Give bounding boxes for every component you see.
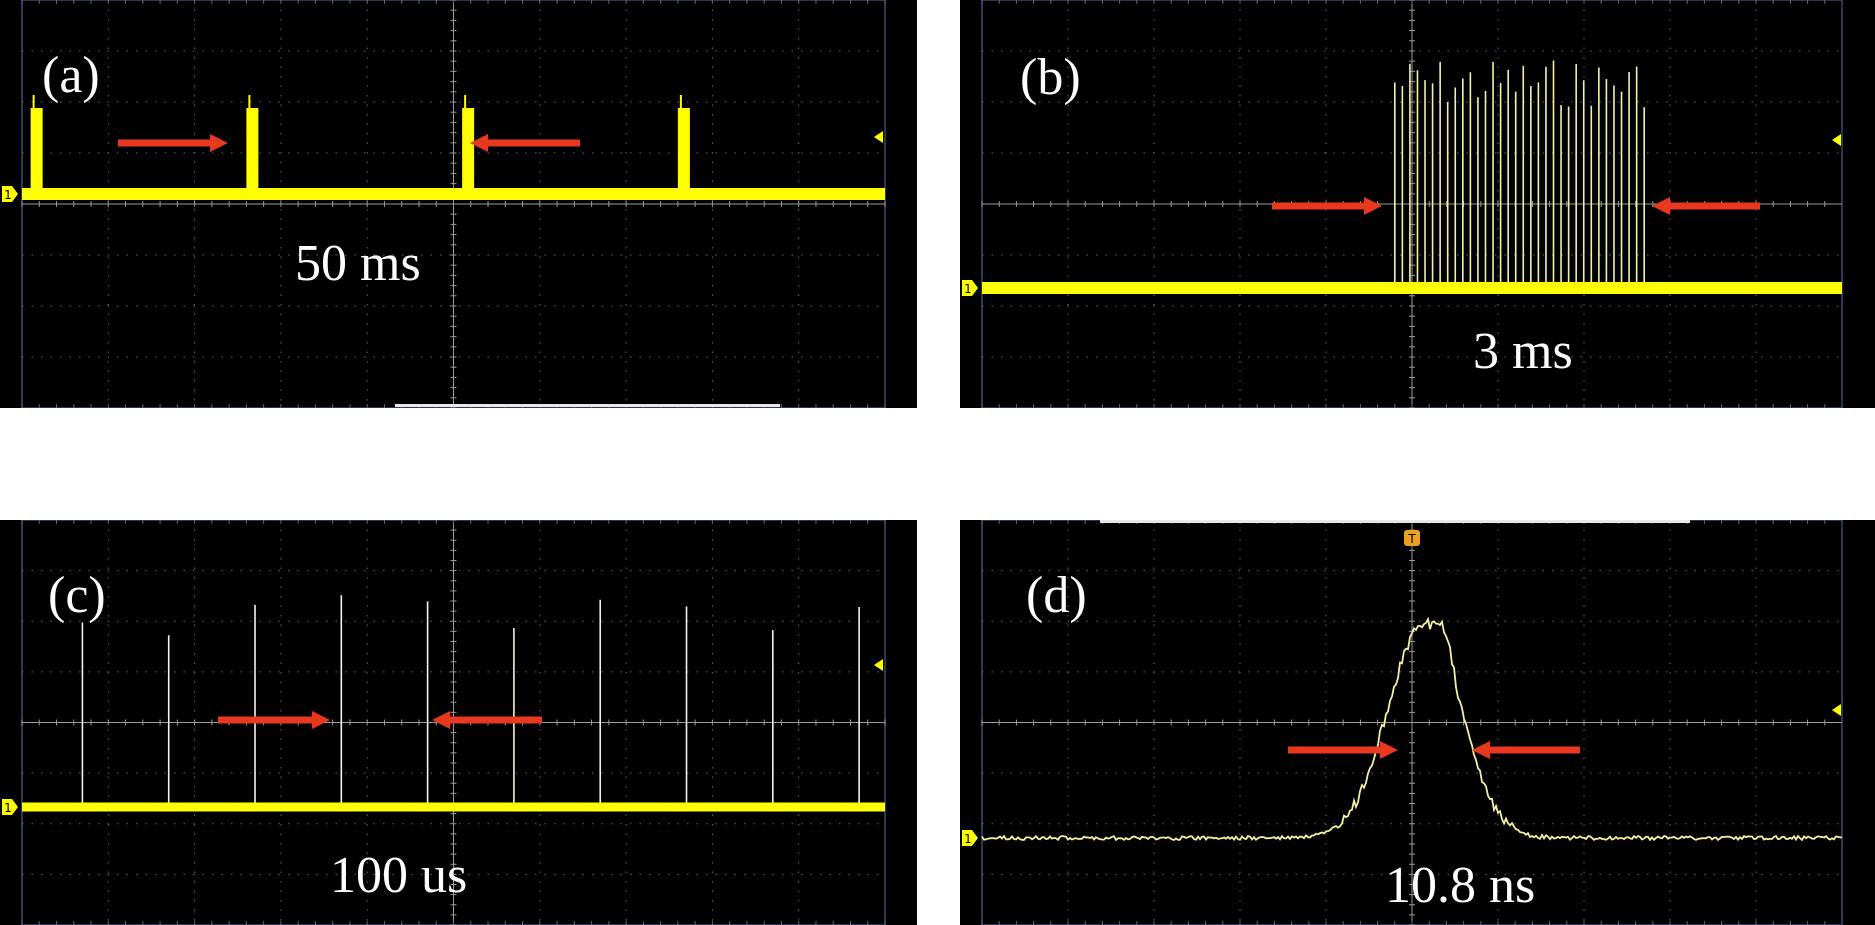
scope-panel-a: 1 (a) 50 ms xyxy=(0,0,917,408)
panel-tag-d: (d) xyxy=(1026,567,1087,624)
panel-tag-c: (c) xyxy=(48,567,106,624)
channel-1-marker-text-b: 1 xyxy=(964,282,972,296)
channel-1-marker-d xyxy=(962,830,978,846)
channel-1-marker-text-c: 1 xyxy=(4,801,12,815)
channel-1-marker-text-d: 1 xyxy=(964,832,972,846)
scope-plot-c: 1 xyxy=(2,520,886,925)
scope-panel-b: 1 (b) 3 ms xyxy=(960,0,1875,408)
marker-arrowhead-c-left xyxy=(312,711,330,729)
channel-1-marker-b xyxy=(962,280,978,296)
status-bar-a xyxy=(395,404,780,407)
scope-plot-d: 1T xyxy=(962,520,1843,925)
trace-pulse-d xyxy=(981,616,1843,842)
scale-label-b: 3 ms xyxy=(1473,323,1573,380)
scope-plot-b: 1 xyxy=(962,0,1843,408)
marker-arrowhead-a-right xyxy=(470,134,488,152)
trigger-level-marker-b xyxy=(1832,134,1841,146)
marker-arrowhead-d-left xyxy=(1380,741,1398,759)
trace-pulse-group-a xyxy=(246,108,259,194)
trigger-position-text-d: T xyxy=(1407,532,1416,546)
channel-1-marker-text-a: 1 xyxy=(4,188,12,202)
scale-label-a: 50 ms xyxy=(295,235,421,292)
trigger-level-marker-a xyxy=(874,131,883,143)
marker-arrowhead-c-right xyxy=(432,711,450,729)
scale-label-d: 10.8 ns xyxy=(1385,857,1536,914)
marker-arrowhead-d-right xyxy=(1472,741,1490,759)
scale-label-c: 100 us xyxy=(330,847,468,904)
trigger-level-marker-c xyxy=(874,659,883,671)
channel-1-marker-a xyxy=(2,186,18,202)
status-bar-d xyxy=(1100,520,1690,523)
trace-pulse-group-a xyxy=(462,108,475,194)
trigger-level-marker-d xyxy=(1832,704,1841,716)
marker-arrowhead-a-left xyxy=(210,134,228,152)
scope-plot-a: 1 xyxy=(2,0,886,408)
trace-pulse-group-a xyxy=(30,108,43,194)
trace-pulse-group-a xyxy=(677,108,690,194)
scope-panel-c: 1 (c) 100 us xyxy=(0,520,917,925)
marker-arrowhead-b-left xyxy=(1364,197,1382,215)
panel-tag-a: (a) xyxy=(42,47,100,104)
channel-1-marker-c xyxy=(2,799,18,815)
trigger-position-marker-d xyxy=(1404,530,1420,546)
panel-tag-b: (b) xyxy=(1020,49,1081,106)
marker-arrowhead-b-right xyxy=(1652,197,1670,215)
